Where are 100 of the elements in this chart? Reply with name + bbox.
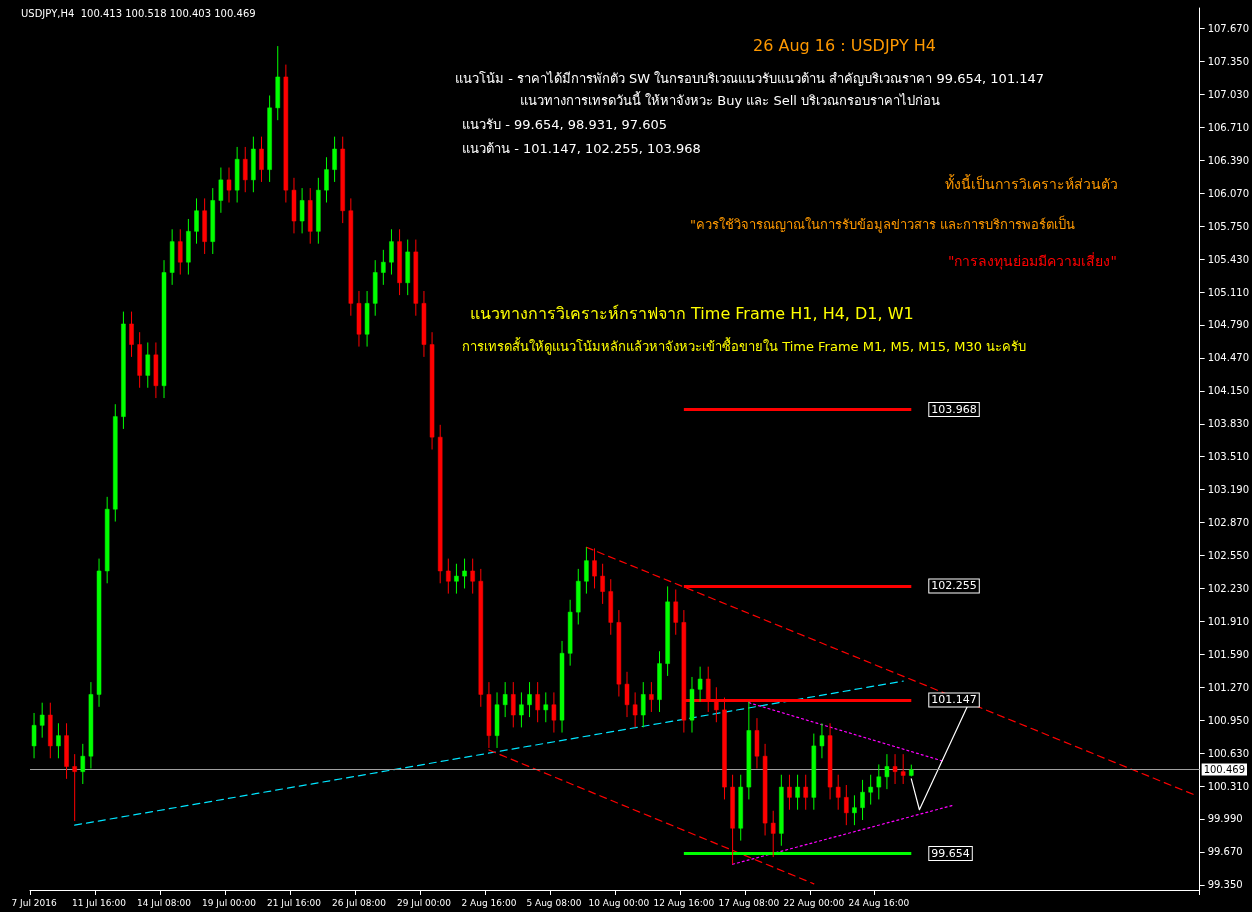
ref-line-label: 102.255 bbox=[931, 579, 977, 593]
x-tick-label: 2 Aug 16:00 bbox=[461, 897, 517, 908]
candlestick bbox=[381, 249, 386, 286]
candlestick bbox=[852, 794, 857, 826]
candlestick bbox=[31, 712, 37, 759]
candlestick bbox=[218, 167, 224, 214]
annotation: แนวทางการเทรดวันนี้ ให้หาจังหวะ Buy และ Sell บริเวณกรอบราคาไปก่อน bbox=[520, 91, 940, 108]
x-tick-label: 14 Jul 08:00 bbox=[137, 897, 192, 908]
candlestick bbox=[470, 558, 475, 595]
y-tick-label: 104.790 bbox=[1207, 319, 1250, 331]
candlestick bbox=[389, 228, 394, 276]
ref-line-label: 100.469 bbox=[1203, 764, 1246, 776]
annotation: แนวรับ - 99.654, 98.931, 97.605 bbox=[462, 117, 667, 132]
y-tick-label: 106.070 bbox=[1207, 187, 1250, 199]
y-tick-label: 102.230 bbox=[1207, 582, 1250, 594]
candlestick bbox=[543, 691, 549, 723]
y-tick-label: 101.910 bbox=[1207, 615, 1250, 627]
candlestick bbox=[511, 681, 516, 728]
y-tick-label: 105.430 bbox=[1207, 253, 1250, 265]
candlestick bbox=[194, 197, 199, 245]
candlestick bbox=[527, 681, 532, 718]
candlestick bbox=[819, 722, 825, 759]
y-tick-label: 101.590 bbox=[1207, 648, 1250, 660]
candlestick bbox=[551, 691, 557, 734]
candlestick bbox=[835, 774, 841, 811]
candlestick bbox=[462, 558, 467, 589]
x-tick-label: 10 Aug 00:00 bbox=[588, 897, 650, 908]
candlestick bbox=[535, 681, 540, 723]
x-tick-label: 24 Aug 16:00 bbox=[848, 897, 910, 908]
y-tick-label: 106.390 bbox=[1207, 154, 1250, 166]
candlestick bbox=[129, 311, 134, 358]
candlestick bbox=[673, 588, 678, 636]
y-tick-label: 100.310 bbox=[1207, 780, 1250, 792]
annotation: การเทรดสั้นให้ดูแนวโน้มหลักแล้วหาจังหวะเข้าซื้อขายใน Time Frame M1, M5, M15, M30 นะครับ bbox=[462, 337, 1027, 355]
candlestick bbox=[641, 681, 646, 728]
annotation: ทั้งนี้เป็นการวิเคราะห์ส่วนตัว bbox=[945, 174, 1118, 192]
y-tick-label: 103.830 bbox=[1207, 418, 1250, 430]
y-tick-label: 105.750 bbox=[1207, 220, 1250, 232]
y-tick-label: 99.670 bbox=[1207, 846, 1243, 858]
candlestick bbox=[876, 763, 882, 800]
y-tick-label: 103.190 bbox=[1207, 484, 1250, 496]
annotation: "ควรใช้วิจารณญาณในการรับข้อมูลข่าวสาร และการบริการพอร์ตเป็น bbox=[690, 215, 1076, 233]
y-tick-label: 106.710 bbox=[1207, 121, 1250, 133]
y-tick-label: 104.470 bbox=[1207, 352, 1250, 364]
x-tick-label: 21 Jul 16:00 bbox=[266, 897, 322, 908]
y-tick-label: 107.670 bbox=[1207, 23, 1250, 35]
candlestick bbox=[892, 753, 898, 785]
candlestick bbox=[56, 722, 61, 759]
candlestick bbox=[446, 558, 451, 595]
candlestick bbox=[649, 681, 654, 713]
candlestick bbox=[697, 666, 703, 703]
y-tick-label: 102.550 bbox=[1207, 550, 1250, 562]
candlestick bbox=[860, 779, 865, 821]
candlestick bbox=[259, 136, 264, 183]
candlestick bbox=[299, 187, 305, 234]
candlestick bbox=[324, 156, 329, 204]
x-tick-label: 5 Aug 08:00 bbox=[526, 897, 582, 908]
candlestick bbox=[884, 753, 890, 790]
candlestick bbox=[900, 753, 906, 785]
candlestick bbox=[519, 691, 524, 728]
candlestick bbox=[868, 774, 873, 806]
candlestick bbox=[844, 784, 849, 826]
ref-line-label: 101.147 bbox=[931, 693, 977, 707]
candlestick bbox=[80, 743, 86, 785]
x-tick-label: 17 Aug 08:00 bbox=[718, 897, 780, 908]
candlestick bbox=[178, 228, 183, 276]
x-tick-label: 22 Aug 00:00 bbox=[783, 897, 845, 908]
y-tick-label: 103.510 bbox=[1207, 451, 1250, 463]
x-tick-label: 12 Aug 16:00 bbox=[653, 897, 715, 908]
candlestick bbox=[624, 671, 630, 718]
candlestick bbox=[803, 774, 808, 811]
text: 26 Aug 16 : USDJPY H4 bbox=[753, 35, 936, 55]
y-tick-label: 107.350 bbox=[1207, 56, 1250, 68]
x-tick-label: 11 Jul 16:00 bbox=[72, 897, 127, 908]
annotation: แนวต้าน - 101.147, 102.255, 103.968 bbox=[462, 141, 701, 156]
y-tick-label: 102.870 bbox=[1207, 517, 1250, 529]
y-tick-label: 99.990 bbox=[1207, 813, 1243, 825]
ref-line-label: 103.968 bbox=[931, 403, 977, 417]
y-tick-label: 100.950 bbox=[1207, 714, 1250, 726]
x-tick-label: 7 Jul 2016 bbox=[11, 897, 57, 908]
candlestick bbox=[72, 753, 77, 822]
candlestick bbox=[600, 563, 605, 605]
x-tick-label: 29 Jul 00:00 bbox=[396, 897, 452, 908]
candlestick bbox=[502, 681, 508, 718]
candlestick bbox=[332, 136, 337, 183]
annotation: แนวทางการวิเคราะห์กราฟจาก Time Frame H1, H4, D1, W1 bbox=[470, 303, 914, 323]
candlestick bbox=[787, 774, 792, 811]
y-tick-label: 107.030 bbox=[1207, 88, 1250, 100]
candlestick bbox=[243, 146, 248, 193]
y-tick-label: 100.630 bbox=[1207, 747, 1250, 759]
annotation: "การลงทุนย่อมมีความเสี่ยง" bbox=[948, 252, 1117, 270]
candlestick bbox=[39, 702, 45, 739]
candlestick bbox=[584, 546, 589, 595]
candlestick bbox=[145, 341, 151, 389]
candlestick bbox=[770, 810, 776, 858]
candlestick bbox=[632, 691, 638, 728]
candlestick bbox=[454, 563, 459, 595]
candlestick bbox=[795, 774, 800, 811]
y-tick-label: 101.270 bbox=[1207, 681, 1250, 693]
x-tick-label: 19 Jul 00:00 bbox=[202, 897, 257, 908]
